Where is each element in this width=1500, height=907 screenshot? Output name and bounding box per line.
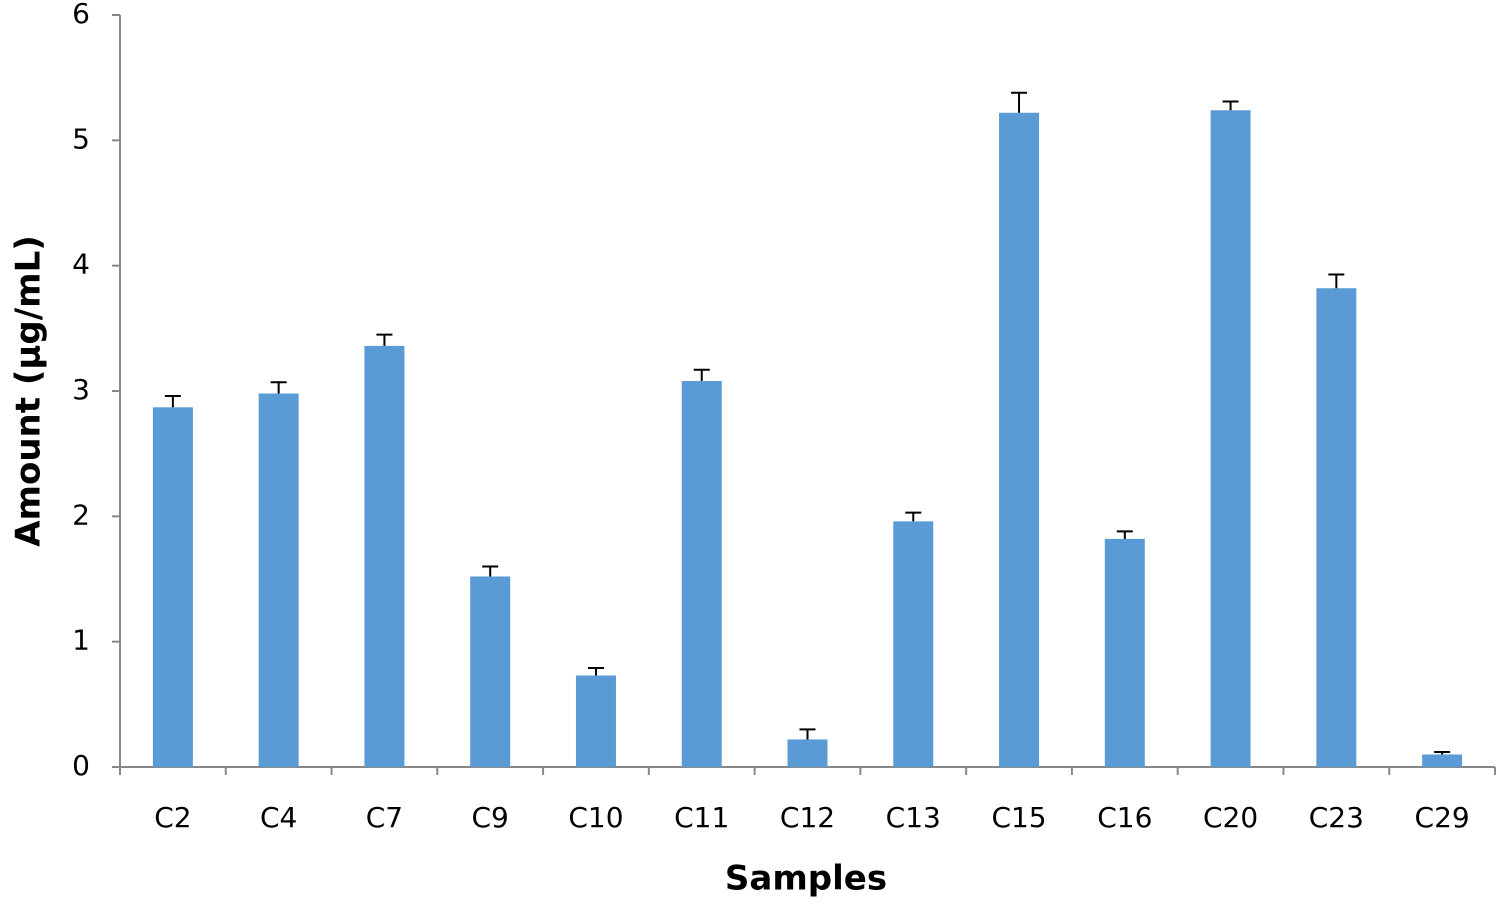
- error-bar: [270, 381, 287, 394]
- x-tick-label: C7: [366, 801, 403, 834]
- error-bar: [1328, 273, 1345, 289]
- bar: [364, 345, 405, 767]
- error-bar: [482, 565, 499, 577]
- y-tick-label: 1: [72, 624, 90, 657]
- x-tick-label: C15: [991, 801, 1046, 834]
- y-tick-label: 6: [72, 0, 90, 30]
- x-tick-label: C13: [886, 801, 941, 834]
- bar: [893, 521, 934, 767]
- bar: [1104, 538, 1145, 767]
- x-tick-label: C23: [1309, 801, 1364, 834]
- bar: [1316, 288, 1357, 767]
- x-axis-title: Samples: [725, 859, 887, 899]
- y-tick-label: 5: [72, 122, 90, 155]
- y-tick-label: 4: [72, 248, 90, 281]
- error-bar: [1434, 750, 1451, 755]
- x-tick-label: C4: [260, 801, 297, 834]
- x-tick-label: C11: [674, 801, 729, 834]
- x-tick-label: C2: [154, 801, 191, 834]
- error-bar: [164, 395, 181, 408]
- bar: [1422, 754, 1463, 767]
- bar: [470, 576, 511, 767]
- x-tick-label: C10: [568, 801, 623, 834]
- error-bar: [376, 333, 393, 346]
- error-bar: [693, 368, 710, 381]
- x-tick-label: C16: [1097, 801, 1152, 834]
- x-tick-label: C12: [780, 801, 835, 834]
- error-bar: [1116, 530, 1133, 539]
- error-bar: [1222, 100, 1239, 111]
- bar: [575, 675, 616, 767]
- x-tick-label: C29: [1415, 801, 1470, 834]
- bar: [999, 112, 1040, 767]
- error-bar: [905, 511, 922, 522]
- bar: [258, 393, 299, 767]
- y-tick-label: 2: [72, 498, 90, 531]
- error-bar: [1011, 91, 1028, 113]
- bar: [787, 739, 828, 767]
- y-axis-title: Amount (µg/mL): [9, 235, 49, 547]
- y-tick-label: 0: [72, 749, 90, 782]
- y-tick-label: 3: [72, 373, 90, 406]
- bar: [152, 407, 193, 767]
- x-tick-label: C9: [472, 801, 509, 834]
- bar: [1210, 110, 1251, 767]
- bar: [681, 380, 722, 767]
- error-bar: [799, 728, 816, 740]
- error-bar: [587, 666, 604, 676]
- x-tick-label: C20: [1203, 801, 1258, 834]
